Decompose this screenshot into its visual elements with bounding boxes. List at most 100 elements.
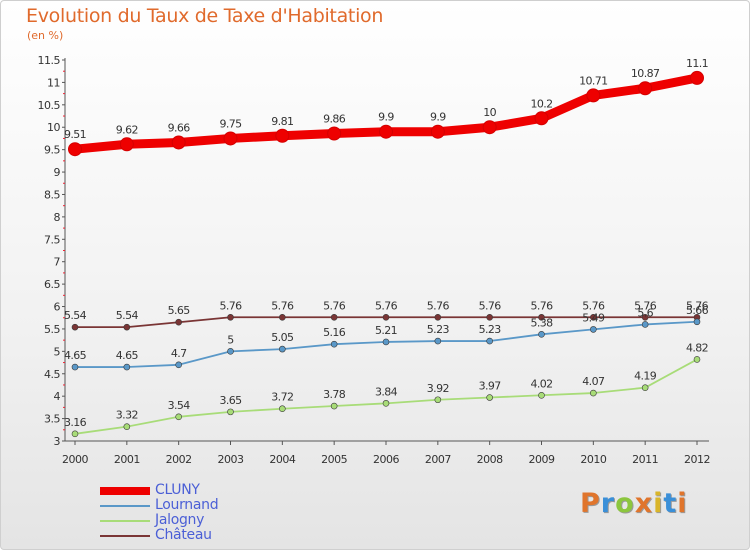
legend-label: Lournand: [155, 497, 219, 513]
data-point: [330, 340, 338, 348]
y-tick-label: 11: [47, 76, 60, 89]
data-label: 5.23: [427, 323, 450, 336]
legend-label: Château: [155, 527, 212, 543]
data-label: 5.6: [637, 306, 653, 319]
data-point: [227, 313, 234, 321]
data-label: 10: [483, 106, 496, 119]
data-point: [434, 337, 442, 345]
data-label: 9.9: [430, 111, 446, 124]
data-point: [690, 70, 704, 85]
series-layer: 9.51 9.62 9.66 9.75 9.81 9.86 9.9 9.9 10 10.2 10.7…: [64, 57, 709, 438]
y-tick-label: 3: [54, 435, 61, 448]
y-tick-label: 3.5: [44, 413, 60, 426]
data-point: [279, 345, 286, 353]
data-point: [590, 313, 597, 321]
data-point: [123, 423, 131, 430]
data-point: [223, 131, 238, 146]
data-label: 9.81: [271, 115, 293, 128]
data-point: [171, 135, 186, 150]
data-point: [430, 124, 445, 139]
chart-title: Evolution du Taux de Taxe d'Habitation: [26, 5, 384, 27]
data-label: 3.16: [64, 416, 87, 429]
data-label: 4.7: [171, 347, 187, 360]
y-tick-label: 11.5: [38, 54, 61, 67]
y-tick-label: 9: [54, 166, 61, 179]
x-tick-label: 2008: [477, 453, 503, 466]
data-point: [382, 313, 390, 321]
series-château: [71, 313, 701, 331]
data-label: 5.23: [479, 323, 502, 336]
data-label: 5.05: [271, 331, 294, 344]
data-label: 5.76: [323, 299, 346, 312]
data-label: 4.65: [64, 349, 87, 362]
data-point: [379, 124, 393, 139]
x-tick-label: 2012: [684, 453, 710, 466]
data-label: 5.76: [582, 299, 605, 312]
data-point: [119, 137, 134, 152]
data-point: [382, 338, 390, 346]
data-label: 5.65: [168, 304, 191, 317]
x-tick-label: 2001: [114, 453, 140, 466]
logo-letter: r: [600, 488, 616, 519]
data-point: [327, 126, 342, 141]
data-label: 9.66: [168, 121, 191, 134]
data-label: 4.02: [530, 377, 552, 390]
data-point: [641, 321, 649, 328]
data-point: [538, 331, 545, 338]
chart-subtitle: (en %): [27, 29, 64, 42]
data-point: [275, 128, 290, 143]
data-label: 5.54: [116, 309, 139, 322]
y-tick-label: 9.5: [44, 144, 60, 157]
series-lournand: [71, 318, 701, 371]
line-chart: 33.544.555.566.577.588.599.51010.51111.5…: [38, 54, 711, 466]
data-point: [482, 120, 497, 135]
legend-swatch: [100, 520, 150, 522]
x-tick-label: 2007: [425, 453, 451, 466]
data-point: [486, 394, 493, 401]
legend-swatch: [100, 535, 150, 537]
data-label: 10.87: [631, 67, 660, 80]
data-label: 4.65: [116, 349, 139, 362]
data-label: 3.97: [479, 380, 502, 393]
data-label: 3.92: [427, 382, 449, 395]
y-tick-label: 10: [47, 121, 60, 134]
x-tick-label: 2005: [321, 453, 347, 466]
data-point: [693, 356, 701, 363]
proxiti-logo: Proxiti: [580, 488, 688, 519]
data-label: 5.66: [686, 304, 709, 317]
y-tick-label: 5.5: [44, 323, 60, 336]
data-point: [227, 408, 234, 416]
data-point: [279, 313, 286, 321]
data-point: [123, 363, 131, 371]
y-tick-label: 5: [54, 345, 61, 358]
x-tick-label: 2009: [529, 453, 555, 466]
legend-label: Jalogny: [155, 512, 205, 528]
logo-letter: i: [677, 488, 688, 519]
data-label: 10.2: [530, 97, 552, 110]
data-point: [175, 361, 182, 369]
data-point: [330, 313, 338, 321]
data-point: [71, 323, 79, 331]
x-tick-label: 2003: [218, 453, 244, 466]
data-label: 5.49: [582, 311, 605, 324]
data-label: 5.76: [530, 299, 553, 312]
data-point: [641, 313, 649, 321]
data-label: 3.78: [323, 388, 346, 401]
data-label: 5.76: [634, 299, 657, 312]
data-label: 5.38: [530, 316, 553, 329]
data-point: [586, 88, 601, 103]
data-point: [590, 389, 597, 397]
y-tick-label: 6: [54, 301, 61, 314]
logo-letter: P: [580, 488, 601, 519]
data-label: 3.72: [271, 391, 293, 404]
x-tick-label: 2004: [269, 453, 295, 466]
series-cluny: [68, 70, 704, 157]
chart-axes: 33.544.555.566.577.588.599.51010.51111.5…: [38, 54, 711, 466]
data-point: [123, 323, 131, 331]
data-label: 5.76: [479, 299, 502, 312]
data-label: 5.21: [375, 324, 397, 337]
legend-label: CLUNY: [155, 482, 200, 498]
y-tick-label: 8.5: [44, 188, 60, 201]
y-tick-label: 6.5: [44, 278, 60, 291]
data-point: [538, 391, 545, 399]
